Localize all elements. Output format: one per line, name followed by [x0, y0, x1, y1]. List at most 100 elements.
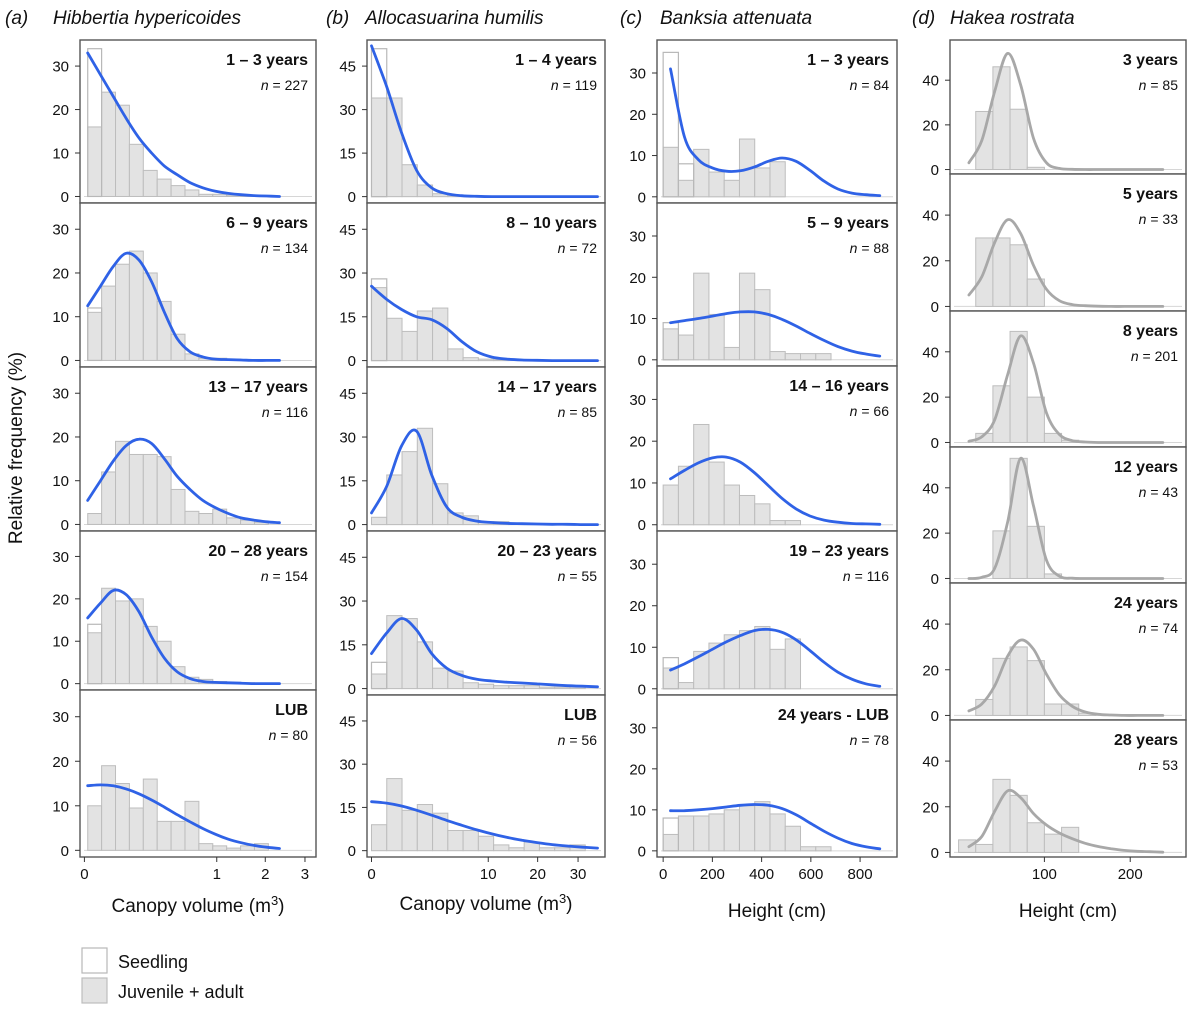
- density-curve: [669, 803, 882, 851]
- n-symbol: n: [843, 568, 851, 584]
- n-value: = 56: [565, 732, 597, 748]
- y-tick-label: 10: [52, 309, 69, 326]
- juvenile-adult-bar: [1026, 822, 1045, 853]
- juvenile-adult-bar: [662, 833, 679, 852]
- n-value: = 201: [1139, 348, 1179, 364]
- n-value: = 53: [1146, 757, 1178, 773]
- age-class-label: 20 – 23 years: [497, 543, 597, 560]
- juvenile-adult-bar: [662, 328, 679, 361]
- sample-size: n = 116: [262, 404, 308, 420]
- juvenile-adult-bar: [738, 494, 756, 526]
- n-value: = 116: [851, 568, 889, 584]
- juvenile-adult-bar: [386, 615, 403, 690]
- y-tick-label: 20: [922, 253, 939, 270]
- y-tick-label: 20: [629, 107, 646, 124]
- age-class-label: 28 years: [1114, 732, 1178, 749]
- sample-size: n = 53: [1139, 757, 1179, 773]
- juvenile-adult-bar: [815, 353, 832, 361]
- x-axis-label: Canopy volume (m3): [399, 891, 572, 916]
- species-title: Hakea rostrata: [950, 8, 1075, 29]
- age-class-label: LUB: [564, 707, 597, 724]
- juvenile-adult-bar: [462, 357, 479, 362]
- age-class-label: LUB: [275, 702, 308, 719]
- density-curve: [669, 627, 882, 688]
- y-tick-label: 30: [339, 594, 356, 611]
- y-tick-label: 0: [348, 353, 356, 370]
- legend-juvenile-swatch: [81, 977, 108, 1004]
- subpanel: 0 10 20 30 14 – 16 years n = 66: [629, 365, 898, 534]
- sample-size: n = 84: [850, 77, 890, 93]
- y-tick-label: 0: [61, 353, 69, 370]
- juvenile-adult-bar: [1009, 330, 1028, 443]
- n-value: = 134: [269, 240, 309, 256]
- density-curve: [669, 67, 882, 197]
- density-curve: [370, 428, 599, 527]
- subpanel: 0 20 40 5 years n = 33: [922, 173, 1187, 316]
- x-tick-label: 100: [1032, 866, 1057, 883]
- juvenile-adult-bar: [477, 835, 495, 852]
- density-curve: [370, 800, 599, 850]
- species-title: Allocasuarina humilis: [364, 8, 544, 29]
- y-tick-label: 10: [629, 640, 646, 657]
- age-class-label: 6 – 9 years: [226, 215, 308, 232]
- juvenile-adult-bar: [170, 185, 186, 197]
- y-tick-label: 0: [348, 843, 356, 860]
- juvenile-adult-bar: [708, 171, 725, 198]
- juvenile-adult-bar: [87, 311, 103, 361]
- y-tick-label: 0: [61, 189, 69, 206]
- y-tick-label: 30: [339, 757, 356, 774]
- n-value: = 43: [1146, 484, 1178, 500]
- juvenile-adult-bar: [784, 353, 802, 361]
- juvenile-adult-bar: [447, 348, 464, 362]
- subpanel: 0 20 40 28 years n = 53: [922, 719, 1187, 862]
- legend: Seedling Juvenile + adult: [81, 947, 244, 1004]
- juvenile-adult-bar: [754, 625, 771, 690]
- juvenile-adult-bar: [958, 839, 977, 853]
- y-tick-label: 30: [52, 59, 69, 76]
- juvenile-adult-bar: [1026, 278, 1045, 307]
- subpanel: 0 10 20 30 LUB n = 80: [52, 689, 317, 860]
- y-tick-label: 0: [638, 843, 646, 860]
- age-class-label: 1 – 4 years: [515, 52, 597, 69]
- juvenile-adult-bar: [101, 91, 117, 197]
- y-tick-label: 30: [629, 392, 646, 409]
- juvenile-adult-bar: [447, 829, 464, 852]
- y-tick-label: 30: [629, 66, 646, 83]
- y-tick-label: 10: [629, 311, 646, 328]
- y-tick-label: 20: [922, 390, 939, 407]
- n-symbol: n: [261, 568, 269, 584]
- density-curve: [967, 52, 1165, 171]
- juvenile-adult-bar: [226, 847, 242, 851]
- panel-tag: (d): [912, 8, 935, 29]
- n-symbol: n: [1131, 348, 1139, 364]
- density-curve: [86, 251, 281, 362]
- density-curve: [370, 44, 599, 199]
- juvenile-adult-bar: [416, 184, 434, 198]
- seedling-bar: [87, 623, 103, 685]
- juvenile-adult-bar: [708, 813, 725, 852]
- sample-size: n = 56: [558, 732, 598, 748]
- sample-size: n = 116: [843, 568, 889, 584]
- panel-frame: [949, 719, 1187, 858]
- n-value: = 66: [857, 403, 889, 419]
- x-tick-label: 1: [213, 866, 221, 883]
- juvenile-adult-bar: [677, 179, 695, 198]
- y-tick-label: 20: [922, 526, 939, 543]
- juvenile-adult-bar: [493, 685, 510, 690]
- panel-column-2: (c) Banksia attenuata 0 10 20 30 1 – 3 years n …: [620, 8, 898, 922]
- juvenile-adult-bar: [1026, 166, 1045, 171]
- sample-size: n = 80: [269, 727, 309, 743]
- juvenile-adult-bar: [1026, 525, 1045, 579]
- y-tick-label: 45: [339, 59, 356, 76]
- sample-size: n = 154: [261, 568, 308, 584]
- x-axis-label: Height (cm): [728, 901, 826, 922]
- juvenile-adult-bar: [386, 778, 403, 852]
- y-tick-label: 30: [52, 549, 69, 566]
- x-tick-label: 800: [848, 866, 873, 883]
- juvenile-adult-bar: [708, 461, 725, 526]
- y-tick-label: 0: [348, 517, 356, 534]
- density-curve: [370, 284, 599, 363]
- y-tick-label: 15: [339, 309, 356, 326]
- age-class-label: 24 years: [1114, 595, 1178, 612]
